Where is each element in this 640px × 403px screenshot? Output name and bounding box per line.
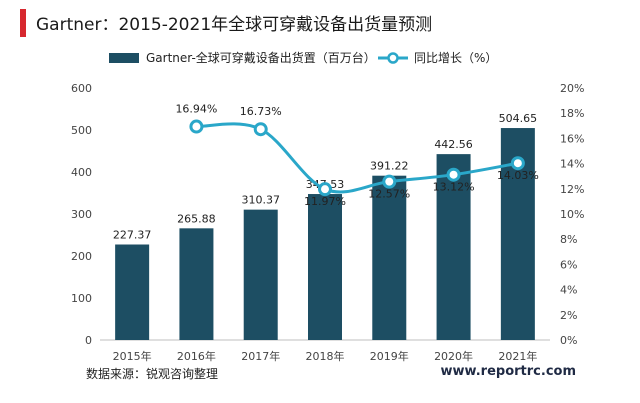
bar xyxy=(308,194,342,340)
left-tick-label: 0 xyxy=(85,334,92,347)
right-tick-label: 20% xyxy=(560,82,584,95)
left-tick-label: 400 xyxy=(71,166,92,179)
growth-value-label: 13.12% xyxy=(433,181,475,194)
legend-label-line: 同比增长（%） xyxy=(414,51,497,65)
bar-value-label: 227.37 xyxy=(113,229,152,242)
x-tick-label: 2016年 xyxy=(177,349,216,363)
bar xyxy=(243,209,278,340)
growth-data-labels: 16.94% 16.73% 11.97% 12.57% 13.12% 14.03% xyxy=(175,103,538,209)
growth-marker xyxy=(446,167,461,182)
left-axis-ticks: 0 100 200 300 400 500 600 xyxy=(71,82,92,347)
left-tick-label: 300 xyxy=(71,208,92,221)
right-tick-label: 0% xyxy=(560,334,577,347)
growth-markers xyxy=(189,119,525,197)
left-tick-label: 200 xyxy=(71,250,92,263)
right-tick-label: 2% xyxy=(560,309,577,322)
bar-value-label: 391.22 xyxy=(370,160,409,173)
growth-value-label: 12.57% xyxy=(368,188,410,201)
x-tick-label: 2017年 xyxy=(241,349,280,363)
website-watermark: www.reportrc.com xyxy=(440,364,576,379)
right-tick-label: 6% xyxy=(560,258,577,271)
right-tick-label: 10% xyxy=(560,208,584,221)
growth-value-label: 11.97% xyxy=(304,195,346,208)
growth-marker xyxy=(253,122,268,137)
growth-marker xyxy=(510,156,525,171)
right-tick-label: 18% xyxy=(560,107,584,120)
bar xyxy=(115,244,150,340)
title-accent-bar xyxy=(20,9,26,37)
growth-marker xyxy=(318,182,332,197)
left-tick-label: 100 xyxy=(71,292,92,305)
right-tick-label: 12% xyxy=(560,183,584,196)
x-tick-label: 2020年 xyxy=(434,349,473,363)
right-tick-label: 8% xyxy=(560,233,577,246)
x-tick-label: 2019年 xyxy=(370,349,409,363)
x-tick-label: 2021年 xyxy=(498,349,537,363)
bar-series xyxy=(115,128,535,340)
x-axis-ticks: 2015年 2016年 2017年 2018年 2019年 2020年 2021年 xyxy=(113,349,538,363)
bar-value-label: 504.65 xyxy=(499,112,538,125)
growth-value-label: 14.03% xyxy=(497,169,539,182)
legend-swatch-marker xyxy=(387,52,399,64)
bar xyxy=(179,228,214,340)
x-tick-label: 2015年 xyxy=(113,349,152,363)
bar xyxy=(372,175,407,340)
right-tick-label: 14% xyxy=(560,158,584,171)
bar xyxy=(436,154,471,340)
legend: Gartner-全球可穿戴设备出货置（百万台） 同比增长（%） xyxy=(109,50,497,65)
chart-title: Gartner：2015-2021年全球可穿戴设备出货量预测 xyxy=(36,15,433,35)
bar-value-label: 442.56 xyxy=(434,138,473,151)
bar-value-label: 265.88 xyxy=(177,212,216,225)
x-tick-label: 2018年 xyxy=(306,349,345,363)
growth-value-label: 16.94% xyxy=(175,103,217,116)
legend-label-bar: Gartner-全球可穿戴设备出货置（百万台） xyxy=(146,50,376,65)
growth-marker xyxy=(189,119,204,134)
legend-swatch-bar xyxy=(109,53,139,63)
bar-value-label: 310.37 xyxy=(241,194,280,207)
right-tick-label: 4% xyxy=(560,284,577,297)
right-axis-ticks: 0% 2% 4% 6% 8% 10% 12% 14% 16% 18% 20% xyxy=(560,82,584,347)
left-tick-label: 500 xyxy=(71,124,92,137)
right-tick-label: 16% xyxy=(560,132,584,145)
left-tick-label: 600 xyxy=(71,82,92,95)
data-source-note: 数据来源：锐观咨询整理 xyxy=(86,367,219,381)
growth-value-label: 16.73% xyxy=(240,105,282,118)
growth-marker xyxy=(382,174,397,189)
